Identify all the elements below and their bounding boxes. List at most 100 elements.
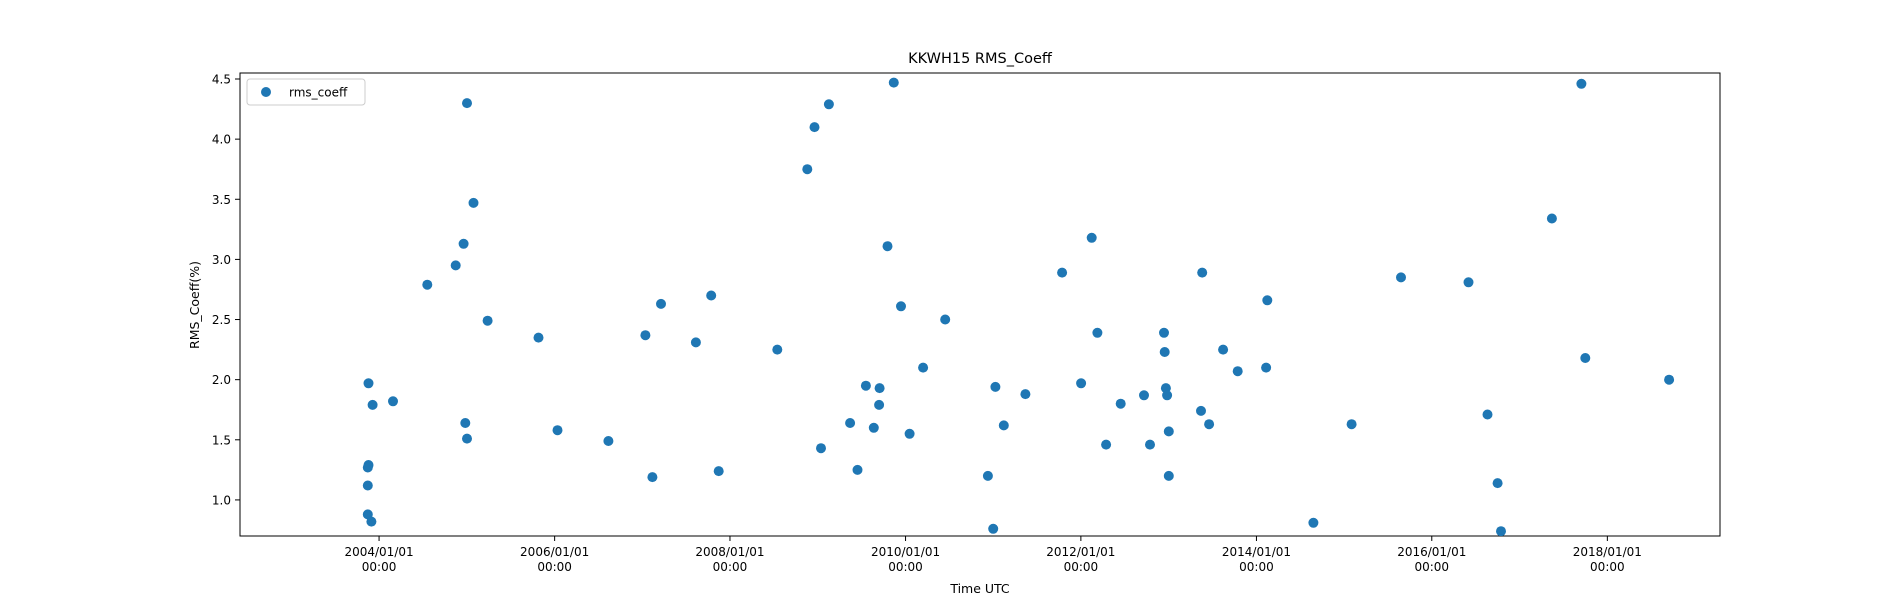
x-tick-time-label: 00:00	[1239, 560, 1274, 574]
x-tick-time-label: 00:00	[1590, 560, 1625, 574]
data-point	[860, 380, 871, 391]
data-point	[552, 425, 563, 436]
data-point	[1492, 478, 1503, 489]
data-point	[362, 462, 373, 473]
data-point	[882, 241, 893, 252]
data-point	[1159, 347, 1170, 357]
data-point	[706, 290, 717, 301]
x-tick-time-label: 00:00	[888, 560, 923, 574]
data-point	[852, 464, 863, 475]
data-point	[1576, 78, 1587, 89]
data-point	[482, 315, 493, 326]
data-point	[1101, 439, 1112, 450]
legend-label: rms_coeff	[289, 86, 348, 100]
y-tick-label: 3.0	[212, 253, 231, 267]
data-point	[802, 164, 813, 175]
data-point	[362, 480, 373, 491]
data-point	[1162, 390, 1173, 401]
y-tick-label: 1.0	[212, 493, 231, 507]
x-tick-label: 2004/01/01	[344, 545, 413, 559]
data-point	[533, 332, 544, 343]
data-point	[1232, 366, 1243, 377]
data-point	[366, 516, 377, 527]
data-point	[656, 298, 666, 309]
data-point	[990, 381, 1001, 392]
y-tick-label: 4.0	[212, 133, 231, 147]
x-tick-label: 2008/01/01	[695, 545, 764, 559]
data-point	[823, 99, 834, 110]
data-point	[1482, 409, 1493, 420]
data-point	[450, 260, 461, 271]
y-axis-ticks: 1.0 1.5 2.0 2.5 3.0 3.5 4.0 4.5	[212, 73, 240, 507]
data-point	[1261, 362, 1272, 373]
data-point	[1076, 378, 1087, 389]
data-point	[918, 362, 929, 373]
y-tick-label: 2.0	[212, 373, 231, 387]
data-point	[809, 122, 820, 133]
x-tick-time-label: 00:00	[1414, 560, 1449, 574]
x-tick-label: 2014/01/01	[1222, 545, 1291, 559]
data-point	[713, 466, 724, 477]
chart-title: KKWH15 RMS_Coeff	[908, 51, 1053, 67]
y-tick-label: 3.5	[212, 193, 231, 207]
legend: rms_coeff	[246, 78, 366, 106]
x-axis-label: Time UTC	[949, 581, 1010, 596]
x-tick-label: 2010/01/01	[871, 545, 940, 559]
data-point	[896, 301, 906, 312]
data-point	[640, 330, 651, 341]
data-point	[988, 523, 999, 534]
legend-marker	[261, 87, 271, 97]
data-point	[1020, 389, 1031, 400]
x-tick-label: 2012/01/01	[1046, 545, 1115, 559]
data-point	[904, 428, 915, 439]
data-point	[1163, 470, 1174, 481]
data-point	[363, 378, 374, 389]
data-point	[1196, 405, 1206, 416]
y-tick-label: 4.5	[212, 73, 231, 87]
data-point	[1580, 353, 1591, 363]
x-tick-time-label: 00:00	[362, 560, 397, 574]
y-tick-label: 1.5	[212, 433, 231, 447]
data-point	[888, 77, 899, 88]
x-tick-time-label: 00:00	[713, 560, 748, 574]
x-tick-time-label: 00:00	[1064, 560, 1099, 574]
x-axis-ticks: 2004/01/0100:002006/01/0100:002008/01/01…	[344, 536, 1642, 574]
data-point	[982, 470, 993, 481]
data-point	[1115, 398, 1126, 409]
data-point	[816, 443, 826, 454]
x-tick-label: 2006/01/01	[520, 545, 589, 559]
data-point	[367, 399, 378, 410]
data-point	[1163, 426, 1174, 437]
data-point	[1546, 213, 1557, 224]
plot-frame	[239, 72, 1721, 537]
data-point	[1218, 344, 1229, 355]
data-point	[1396, 272, 1406, 283]
data-point	[462, 433, 472, 444]
data-point	[1262, 295, 1273, 306]
data-point	[422, 279, 433, 290]
data-point	[940, 314, 951, 325]
data-point	[1463, 277, 1474, 288]
x-tick-label: 2016/01/01	[1397, 545, 1466, 559]
data-point	[1197, 267, 1208, 278]
data-point	[462, 98, 472, 109]
data-point	[1092, 327, 1103, 338]
data-point	[460, 418, 471, 428]
data-point	[1346, 419, 1357, 430]
data-point	[998, 420, 1009, 431]
data-point	[690, 337, 701, 348]
data-points	[362, 77, 1675, 536]
x-tick-label: 2018/01/01	[1573, 545, 1642, 559]
data-point	[1159, 327, 1169, 338]
data-point	[468, 197, 479, 208]
data-point	[1308, 517, 1319, 528]
data-point	[1057, 267, 1068, 278]
data-point	[1086, 232, 1097, 243]
data-point	[1145, 439, 1155, 450]
data-point	[1664, 374, 1675, 385]
data-point	[868, 422, 879, 433]
y-axis-label: RMS_Coeff(%)	[187, 261, 202, 349]
x-tick-time-label: 00:00	[537, 560, 572, 574]
data-point	[845, 418, 856, 428]
